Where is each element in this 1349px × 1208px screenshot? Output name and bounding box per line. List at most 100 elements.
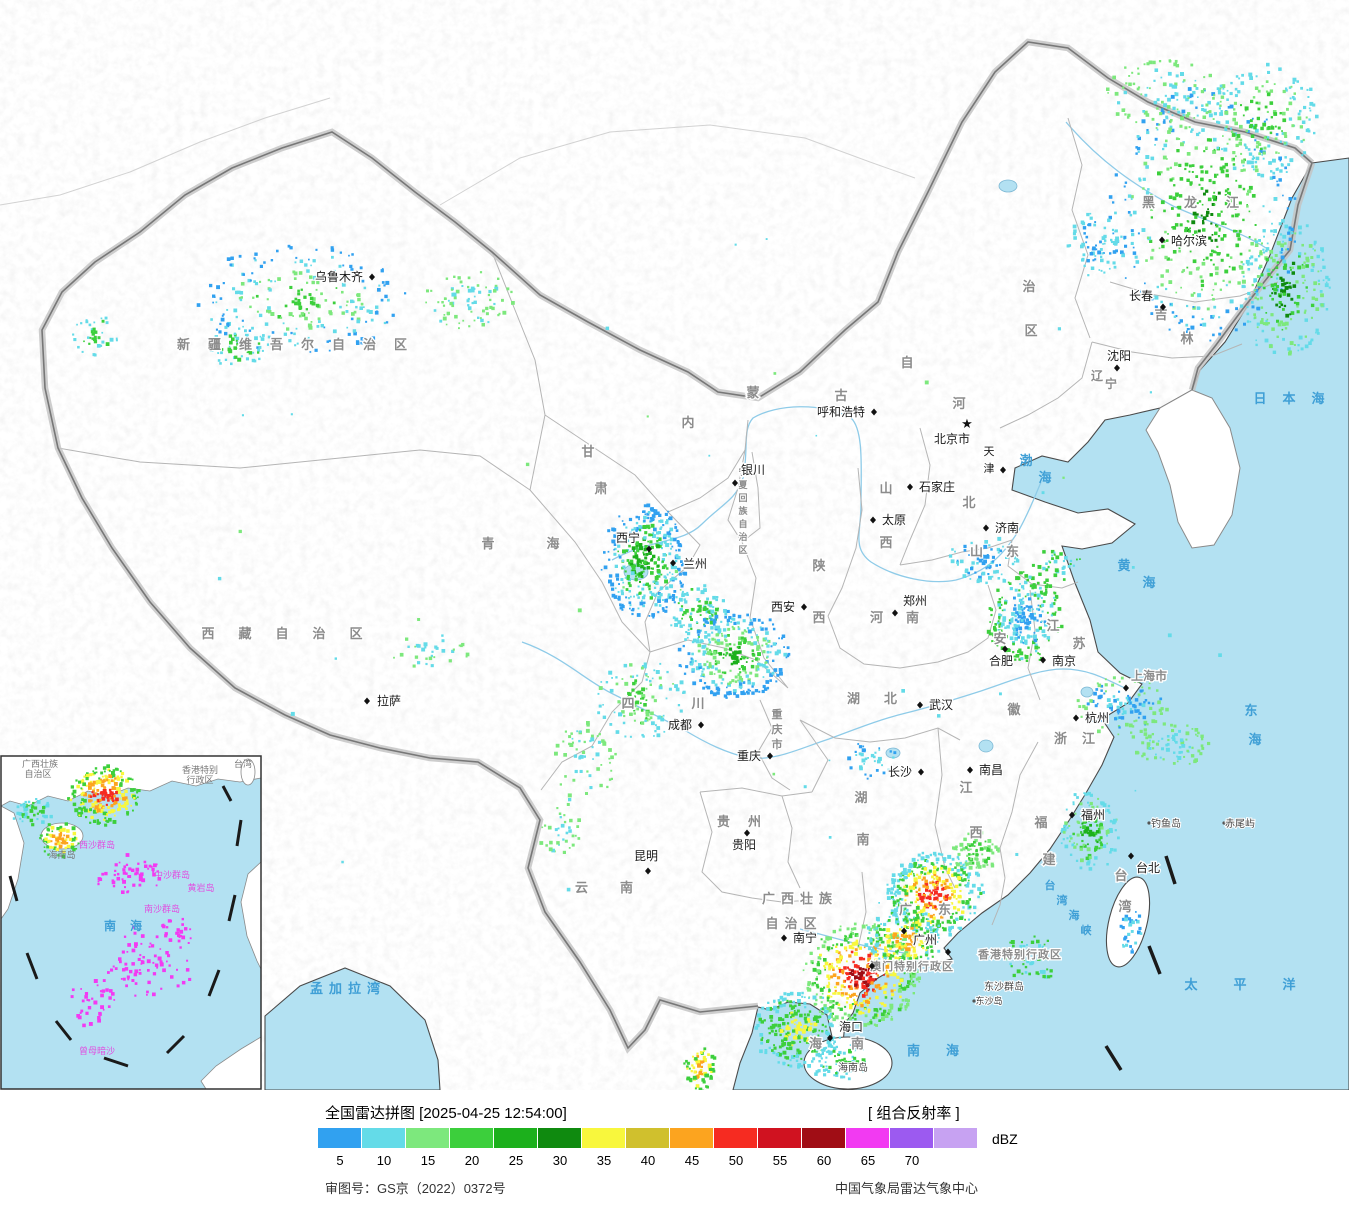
radar-echo-pixel: [928, 897, 932, 900]
radar-echo-pixel: [1030, 635, 1033, 638]
radar-echo-pixel: [1246, 130, 1250, 133]
radar-echo-pixel: [1150, 312, 1154, 315]
radar-echo-pixel: [641, 694, 646, 699]
radar-echo-pixel: [224, 358, 228, 361]
radar-echo-pixel: [1162, 758, 1165, 761]
radar-echo-pixel: [910, 926, 914, 930]
radar-echo-pixel: [843, 1012, 847, 1016]
radar-echo-pixel: [1289, 313, 1292, 316]
radar-echo-pixel: [259, 264, 263, 268]
radar-echo-pixel: [913, 862, 918, 866]
radar-echo-pixel: [91, 337, 94, 340]
radar-echo-pixel: [1191, 220, 1196, 225]
radar-echo-pixel: [1038, 614, 1042, 618]
radar-echo-pixel: [1072, 224, 1077, 229]
radar-echo-pixel: [660, 573, 663, 576]
radar-echo-pixel: [928, 889, 931, 893]
radar-echo-pixel: [621, 520, 624, 522]
radar-echo-pixel: [1167, 110, 1170, 113]
radar-echo-pixel: [682, 583, 684, 586]
radar-echo-pixel: [1082, 226, 1087, 230]
radar-echo-pixel: [954, 866, 957, 869]
radar-echo-pixel: [686, 1067, 689, 1070]
radar-echo-pixel: [1267, 70, 1271, 74]
radar-echo-pixel: [1018, 589, 1021, 592]
radar-echo-pixel: [818, 972, 820, 975]
radar-echo-pixel: [635, 556, 639, 560]
radar-echo-pixel: [845, 960, 848, 963]
radar-echo-pixel: [665, 521, 669, 525]
radar-echo-pixel: [921, 851, 925, 855]
radar-echo-pixel: [968, 861, 972, 865]
radar-echo-pixel: [1051, 557, 1054, 560]
radar-echo-pixel: [837, 1053, 841, 1056]
radar-echo-pixel: [1220, 237, 1224, 241]
radar-echo-pixel: [739, 677, 744, 682]
radar-echo-pixel: [1113, 698, 1117, 703]
radar-echo-pixel: [1064, 844, 1069, 849]
radar-echo-pixel: [671, 545, 674, 548]
radar-echo-pixel: [1054, 611, 1057, 614]
radar-echo-pixel: [614, 752, 617, 756]
radar-echo-pixel: [461, 285, 464, 287]
radar-echo-pixel: [1112, 201, 1115, 204]
radar-echo-pixel: [573, 754, 578, 758]
radar-echo-pixel: [951, 893, 954, 896]
radar-echo-pixel: [832, 973, 837, 977]
radar-echo-pixel: [1053, 551, 1056, 554]
radar-echo-pixel: [849, 1005, 853, 1010]
radar-echo-pixel: [661, 607, 665, 610]
radar-echo-pixel: [1297, 349, 1300, 352]
radar-echo-pixel: [703, 1050, 705, 1052]
radar-echo-pixel: [1278, 156, 1282, 161]
radar-echo-pixel: [1267, 322, 1270, 325]
radar-echo-pixel: [644, 516, 648, 519]
radar-echo-pixel: [906, 947, 911, 952]
radar-echo-pixel: [823, 958, 827, 962]
radar-echo-pixel: [1171, 226, 1173, 229]
radar-echo-pixel: [916, 866, 919, 869]
radar-echo-pixel: [828, 988, 831, 991]
radar-echo-pixel: [1027, 609, 1030, 612]
radar-echo-pixel: [754, 673, 759, 678]
radar-echo-pixel: [892, 952, 896, 955]
radar-echo-pixel: [615, 573, 620, 578]
radar-echo-pixel: [1300, 86, 1303, 90]
radar-echo-pixel: [404, 292, 407, 295]
radar-echo-pixel: [1087, 274, 1090, 277]
radar-echo-pixel: [776, 649, 781, 654]
radar-echo-pixel: [458, 327, 460, 330]
radar-echo-pixel: [1265, 136, 1270, 140]
radar-echo-pixel: [755, 669, 758, 672]
radar-echo-pixel: [826, 999, 829, 1002]
radar-echo-pixel: [1106, 704, 1111, 708]
radar-echo-pixel: [656, 726, 661, 730]
radar-echo-pixel: [1208, 110, 1212, 114]
radar-echo-pixel: [867, 979, 871, 983]
radar-echo-pixel: [777, 1023, 782, 1028]
radar-echo-pixel: [843, 937, 848, 942]
radar-echo-pixel: [790, 1011, 794, 1015]
radar-echo-pixel: [906, 915, 909, 918]
radar-echo-pixel: [844, 1005, 847, 1008]
radar-echo-pixel: [1183, 755, 1186, 758]
radar-echo-pixel: [645, 699, 648, 702]
radar-echo-pixel: [1257, 89, 1261, 93]
radar-echo-pixel: [904, 936, 907, 939]
radar-echo-pixel: [631, 688, 635, 692]
radar-echo-pixel: [586, 723, 590, 727]
radar-echo-pixel: [603, 565, 608, 570]
radar-echo-pixel: [732, 613, 735, 616]
radar-echo-pixel: [1017, 650, 1020, 653]
radar-echo-pixel: [1143, 701, 1146, 704]
radar-echo-pixel: [1089, 216, 1093, 220]
radar-echo-pixel: [670, 567, 673, 570]
radar-echo-pixel: [733, 621, 737, 625]
radar-echo-pixel: [850, 993, 854, 997]
radar-echo-pixel: [995, 564, 998, 567]
radar-echo-pixel: [1124, 702, 1127, 705]
radar-echo-pixel: [839, 954, 842, 957]
radar-echo-pixel: [1082, 253, 1086, 257]
radar-echo-pixel: [1014, 625, 1018, 629]
radar-echo-pixel: [620, 578, 624, 581]
